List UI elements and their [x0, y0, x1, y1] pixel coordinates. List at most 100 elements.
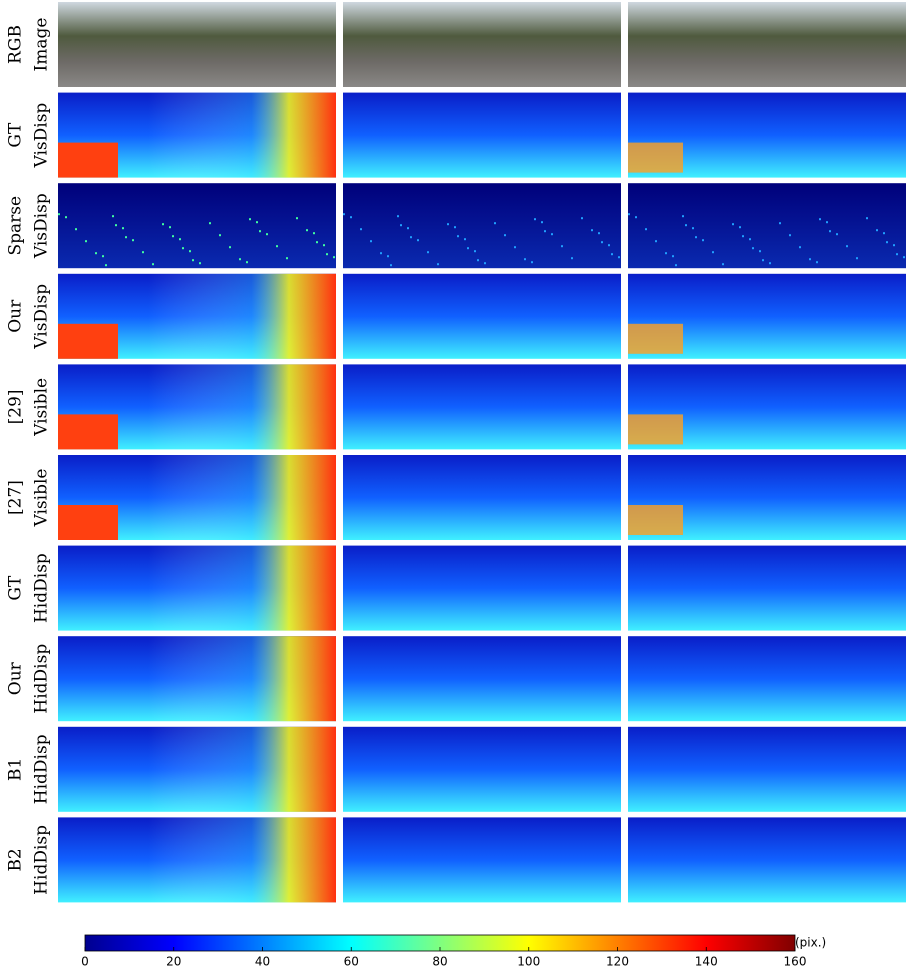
sparse-dot — [675, 264, 677, 266]
sparse-dot — [306, 229, 308, 231]
sparse-dot — [789, 234, 791, 236]
sparse-dot — [534, 218, 536, 220]
sparse-dot — [893, 244, 895, 246]
sparse-dot — [172, 235, 174, 237]
sparse-dot — [407, 227, 409, 229]
sparse-dot — [380, 252, 382, 254]
sparse-dot — [457, 235, 459, 237]
sparse-dot — [826, 221, 828, 223]
sparse-dot — [829, 230, 831, 232]
sparse-dot — [494, 222, 496, 224]
sparse-dot — [809, 258, 811, 260]
image-panel — [343, 727, 621, 812]
row-label: Image — [32, 18, 52, 72]
sparse-dot — [343, 213, 345, 215]
row-label: Our — [6, 661, 26, 695]
sparse-dot — [541, 221, 543, 223]
sparse-dot — [628, 213, 630, 215]
row-label: HidDisp — [32, 825, 52, 895]
sparse-dot — [645, 228, 647, 230]
sparse-dot — [635, 216, 637, 218]
sparse-dot — [437, 263, 439, 265]
sparse-dot — [883, 232, 885, 234]
sparse-dot — [313, 232, 315, 234]
row-label: HidDisp — [32, 734, 52, 804]
tick-label: 160 — [784, 955, 807, 968]
sparse-dot — [162, 223, 164, 225]
sparse-dot — [410, 236, 412, 238]
image-panel — [628, 817, 906, 902]
sparse-dot — [846, 245, 848, 247]
sparse-dot — [239, 258, 241, 260]
sparse-dot — [816, 261, 818, 263]
image-overlay — [148, 817, 336, 902]
row-label: Our — [6, 299, 26, 333]
sparse-dot — [886, 241, 888, 243]
image-panel — [628, 546, 906, 631]
sparse-dot — [447, 223, 449, 225]
sparse-dot — [779, 222, 781, 224]
image-panel — [343, 546, 621, 631]
sparse-dot — [484, 262, 486, 264]
sparse-dot — [58, 213, 60, 215]
sparse-dot — [323, 244, 325, 246]
sparse-dot — [360, 228, 362, 230]
sparse-dot — [598, 232, 600, 234]
sparse-dot — [514, 246, 516, 248]
sparse-dot — [732, 223, 734, 225]
sparse-dot — [836, 233, 838, 235]
sparse-dot — [474, 250, 476, 252]
image-overlay — [148, 93, 336, 178]
sparse-dot — [903, 256, 905, 258]
sparse-dot — [504, 234, 506, 236]
sparse-dot — [799, 246, 801, 248]
sparse-dot — [561, 245, 563, 247]
tick-label: 60 — [344, 955, 359, 968]
sparse-dot — [229, 246, 231, 248]
sparse-dot — [102, 255, 104, 257]
sparse-dot — [390, 264, 392, 266]
car-blob — [58, 143, 118, 178]
row-label: VisDisp — [32, 103, 52, 169]
row-label: VisDisp — [32, 284, 52, 350]
sparse-dot — [655, 240, 657, 242]
sparse-dot — [759, 250, 761, 252]
sparse-dot — [618, 256, 620, 258]
sparse-dot — [417, 239, 419, 241]
image-panel — [628, 2, 906, 87]
car-blob — [628, 143, 683, 173]
image-overlay — [148, 455, 336, 540]
row-label: HidDisp — [32, 553, 52, 623]
sparse-dot — [876, 229, 878, 231]
sparse-dot — [749, 238, 751, 240]
image-panel — [343, 364, 621, 449]
sparse-dot — [752, 247, 754, 249]
row-label: RGB — [6, 25, 26, 64]
sparse-dot — [209, 222, 211, 224]
sparse-dot — [199, 262, 201, 264]
image-overlay — [148, 274, 336, 359]
sparse-dot — [182, 247, 184, 249]
image-overlay — [148, 546, 336, 631]
sparse-dot — [544, 230, 546, 232]
sparse-dot — [464, 238, 466, 240]
sparse-dot — [132, 239, 134, 241]
sparse-dot — [819, 218, 821, 220]
sparse-dot — [112, 215, 114, 217]
sparse-dot — [192, 259, 194, 261]
image-overlay — [148, 727, 336, 812]
row-label: GT — [6, 575, 26, 601]
sparse-dot — [702, 239, 704, 241]
tick-label: 140 — [695, 955, 718, 968]
car-blob — [628, 324, 683, 354]
row-label: Visible — [32, 469, 52, 528]
sparse-dot — [142, 251, 144, 253]
sparse-dot — [856, 257, 858, 259]
sparse-dot — [246, 261, 248, 263]
sparse-dot — [266, 233, 268, 235]
car-blob — [628, 505, 683, 535]
sparse-dot — [85, 240, 87, 242]
sparse-dot — [95, 252, 97, 254]
sparse-dot — [467, 247, 469, 249]
image-panel — [628, 183, 906, 268]
